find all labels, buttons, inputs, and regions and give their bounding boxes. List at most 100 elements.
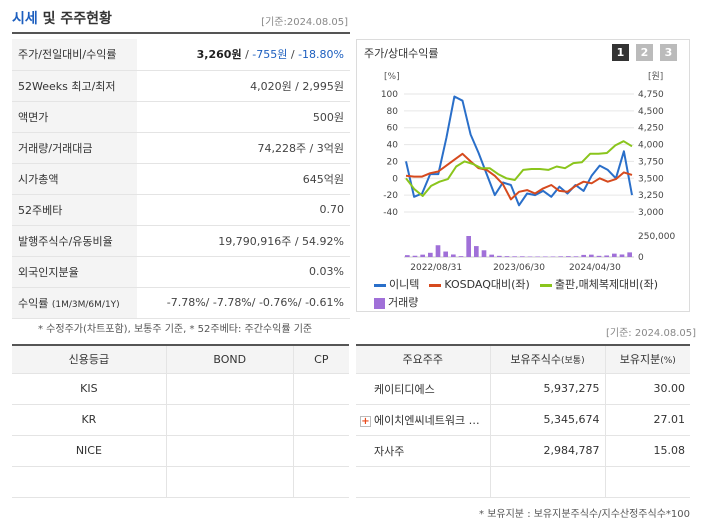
volume-bar [504,256,510,257]
holder-percent: 27.01 [605,404,690,436]
row-value: 4,020원 / 2,995원 [137,70,350,102]
table-cell: NICE [12,435,167,467]
table-cell [293,404,349,436]
y2-tick-label: 3,250 [638,191,664,201]
table-row [356,466,690,498]
volume-bar [581,254,586,257]
volume-bar [489,254,494,257]
volume-bar [443,251,448,257]
holder-name: 자사주 [356,435,491,467]
table-cell [166,435,294,467]
volume-bar [558,256,563,257]
volume-tick-label: 0 [638,253,644,263]
volume-bar [481,250,487,257]
volume-bar [520,256,525,257]
holder-shares: 5,345,674 [490,404,606,436]
table-cell [605,466,690,498]
table-cell [293,373,349,405]
chart-page-3-button[interactable]: 3 [660,44,677,61]
y-tick-label: -20 [383,191,398,201]
volume-bar [535,256,540,257]
volume-tick-label: 250,000 [638,232,675,242]
row-value: 0.03% [137,256,350,288]
table-row: 발행주식수/유동비율 19,790,916주 / 54.92% [12,225,350,257]
y-tick-label: -40 [383,208,398,218]
holder-name: 케이티디에스 [356,373,491,405]
chart-panel [356,39,690,312]
table-cell: KIS [12,373,167,405]
chart-legend: 이니텍 KOSDAQ대비(좌) 출판,매체복제대비(좌) 거래량 [374,276,658,310]
table-cell [356,466,491,498]
legend-item: 이니텍 [374,276,419,292]
row-label: 주가/전일대비/수익률 [12,39,137,71]
table-row: 시가총액 645억원 [12,163,350,195]
footnote: * 보유지분 : 보유지분주식수/지수산정주식수*100 [479,509,690,520]
table-row: 주가/전일대비/수익률 3,260원 / -755원 / -18.80% [12,39,350,71]
holder-percent: 15.08 [605,435,690,467]
y2-tick-label: 4,250 [638,124,664,134]
row-label: 거래량/거래대금 [12,132,137,164]
volume-bar [420,254,425,257]
price-change: 3,260원 / -755원 / -18.80% [137,39,350,71]
row-value: 19,790,916주 / 54.92% [137,225,350,257]
row-value: 74,228주 / 3억원 [137,132,350,164]
table-row: 수익률 (1M/3M/6M/1Y) -7.78%/ -7.78%/ -0.76%/… [12,287,350,319]
volume-bar [412,255,418,257]
table-cell [490,466,606,498]
section-title: 시세 및 주주현황 [12,11,112,27]
volume-bar [405,255,410,257]
legend-item: KOSDAQ대비(좌) [429,276,530,292]
table-row: 외국인지분율 0.03% [12,256,350,288]
table-header: 주요주주 보유주식수(보통) 보유지분(%) [356,345,690,374]
chart-page-1-button[interactable]: 1 [612,44,629,61]
volume-bar [573,256,579,257]
volume-bar [543,256,548,257]
table-cell [12,466,167,498]
table-cell [293,435,349,467]
column-header: BOND [166,345,294,374]
table-row: 케이티디에스 5,937,275 30.00 [356,373,690,405]
table-cell [166,466,294,498]
volume-bar [627,252,632,257]
y-tick-label: 0 [392,174,398,184]
price-chart: [%] [원] 100 80 60 40 20 0 -20 -40 4,750 4,500 4,250 4… [381,71,676,273]
series-line [405,152,633,201]
credit-rating-table: 신용등급 BOND CP KIS KR NICE [12,344,349,498]
row-label: 시가총액 [12,163,137,195]
y2-tick-label: 3,000 [638,208,664,218]
y-tick-label: 60 [387,124,399,134]
y-tick-label: 40 [387,141,399,151]
holder-name[interactable]: + 에이치엔씨네트워크 … [356,404,491,436]
table-cell [166,373,294,405]
table-cell: KR [12,404,167,436]
table-row: 액면가 500원 [12,101,350,133]
volume-bar [497,255,502,257]
row-label: 52주베타 [12,194,137,226]
shareholders-table: 주요주주 보유주식수(보통) 보유지분(%) 케이티디에스 5,937,275 30… [356,344,690,498]
chart-page-2-button[interactable]: 2 [636,44,653,61]
volume-bar [596,255,602,257]
volume-bar [451,254,456,257]
x-tick-label: 2022/08/31 [410,263,462,273]
row-value: 0.70 [137,194,350,226]
column-header: CP [293,345,349,374]
row-label: 액면가 [12,101,137,133]
base-date-2: [기준: 2024.08.05] [606,328,697,339]
volume-bar [466,236,471,257]
row-label: 수익률 (1M/3M/6M/1Y) [12,287,137,319]
column-header: 보유주식수(보통) [490,345,606,374]
x-tick-label: 2023/06/30 [493,263,545,273]
table-row: 52Weeks 최고/최저 4,020원 / 2,995원 [12,70,350,102]
table-row: KR [12,404,349,436]
table-row: + 에이치엔씨네트워크 … 5,345,674 27.01 [356,404,690,436]
table-row: 자사주 2,984,787 15.08 [356,435,690,467]
y2-tick-label: 4,000 [638,141,664,151]
expand-plus-icon[interactable]: + [360,415,371,427]
legend-item: 출판,매체복제대비(좌) [539,276,658,292]
right-axis-unit: [원] [648,71,663,82]
volume-bar [458,256,464,257]
y2-tick-label: 4,750 [638,90,664,100]
footnote: * 수정주가(차트포함), 보통주 기준, * 52주베타: 주간수익률 기준 [38,324,313,335]
volume-bar [512,256,517,257]
row-value: 645억원 [137,163,350,195]
